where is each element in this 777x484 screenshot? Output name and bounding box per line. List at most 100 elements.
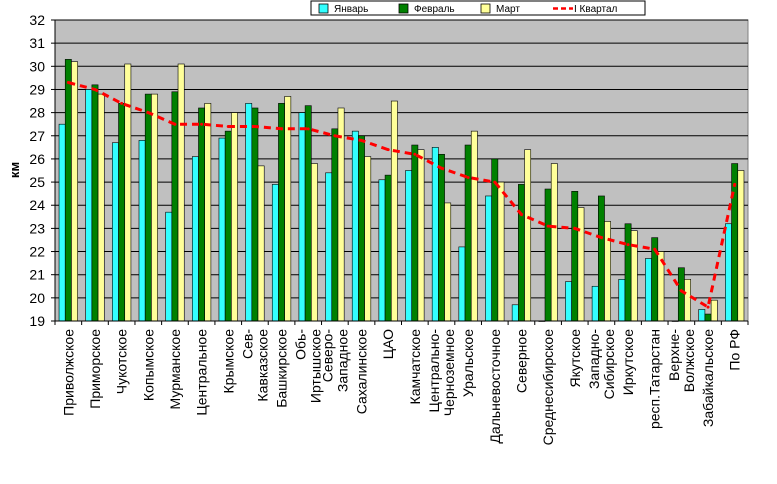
line-point-15 <box>439 166 443 170</box>
line-point-23 <box>653 247 657 251</box>
bar-1-4 <box>138 140 146 322</box>
gridlines <box>55 19 748 322</box>
bar-1-9 <box>271 184 279 322</box>
line-point-17 <box>493 180 497 184</box>
bar-1-18 <box>511 304 519 322</box>
bar-2-21 <box>598 195 605 322</box>
bar-1-7 <box>218 137 226 322</box>
bar-1-5 <box>165 211 173 322</box>
category-label: Верхне- <box>666 329 682 381</box>
bar-3-7 <box>231 112 238 322</box>
line-point-1 <box>66 81 70 85</box>
category-label: Обь- <box>293 329 309 360</box>
line-point-20 <box>573 226 577 230</box>
category-label: Якутское <box>567 329 583 388</box>
bar-2-1 <box>64 59 72 322</box>
quarter-line <box>66 81 737 310</box>
bar-2-4 <box>144 93 152 322</box>
bar-2-19 <box>544 188 552 322</box>
category-label: Центрально- <box>426 329 442 413</box>
y-tick-labels: 19 20 21 22 23 24 25 26 27 28 29 30 31 32 <box>29 12 55 329</box>
bar-2-10 <box>304 105 312 322</box>
category-label: Приволжское <box>60 329 76 416</box>
bar-3-1 <box>71 61 78 322</box>
bar-3-2 <box>97 93 105 322</box>
bar-3-12 <box>364 156 372 322</box>
category-label: Приморское <box>87 329 103 409</box>
category-label: ЦАО <box>380 329 396 359</box>
bar-2-26 <box>731 163 739 322</box>
legend-label: Март <box>496 4 520 15</box>
bar-2-25 <box>704 313 712 322</box>
bar-3-3 <box>124 63 132 322</box>
bar-1-14 <box>405 170 413 322</box>
line-point-12 <box>360 138 364 142</box>
plot-area <box>54 19 749 322</box>
category-label: Черноземное <box>441 329 457 416</box>
line-point-25 <box>706 305 710 309</box>
legend-label: Январь <box>334 4 368 15</box>
line-point-13 <box>386 148 390 152</box>
legend-label: I Квартал <box>574 4 618 15</box>
bar-3-17 <box>497 181 505 322</box>
axes <box>54 20 749 325</box>
category-label: Кавказское <box>254 329 270 402</box>
bars <box>58 59 745 322</box>
bar-1-12 <box>351 130 359 322</box>
bar-2-22 <box>624 223 632 322</box>
bar-2-2 <box>91 84 99 322</box>
legend-swatch <box>318 3 329 14</box>
bar-1-15 <box>431 147 439 322</box>
category-label: Башкирское <box>274 329 290 408</box>
category-label: Копымское <box>140 329 156 401</box>
bar-1-2 <box>85 89 93 322</box>
line-point-26 <box>733 182 737 186</box>
bar-2-8 <box>251 107 259 322</box>
legend-label: Февраль <box>414 4 455 15</box>
bar-3-24 <box>684 279 691 322</box>
y-tick-label: 27 <box>29 128 45 144</box>
bar-3-4 <box>151 93 158 322</box>
bar-1-6 <box>191 156 199 322</box>
line-quarter-path <box>67 81 737 310</box>
line-point-22 <box>626 243 630 247</box>
line-point-14 <box>413 152 417 156</box>
bar-3-11 <box>337 107 345 322</box>
category-label: респ.Татарстан <box>647 329 663 429</box>
y-tick-label: 22 <box>29 244 45 260</box>
bar-3-18 <box>524 149 532 322</box>
bar-1-26 <box>725 223 732 322</box>
category-label: Иркутское <box>620 329 636 395</box>
bar-1-13 <box>378 179 386 322</box>
category-label: Сибирское <box>601 329 617 400</box>
bar-1-23 <box>645 258 652 322</box>
bar-1-10 <box>298 112 306 322</box>
y-tick-label: 26 <box>29 151 45 167</box>
category-label: Уральское <box>460 329 476 397</box>
bar-3-10 <box>311 163 318 322</box>
bar-2-16 <box>464 144 472 322</box>
category-label: Чукотское <box>114 329 130 394</box>
bar-1-22 <box>618 279 626 322</box>
line-point-3 <box>120 101 124 105</box>
bar-1-25 <box>698 309 706 322</box>
bar-2-6 <box>198 107 205 322</box>
y-tick-label: 29 <box>29 81 45 97</box>
legend-box <box>310 0 646 16</box>
line-point-11 <box>333 134 337 138</box>
bar-3-19 <box>550 163 558 322</box>
bar-2-13 <box>384 174 392 322</box>
line-point-9 <box>280 127 284 131</box>
y-tick-label: 30 <box>29 58 45 74</box>
legend-swatch <box>398 3 409 14</box>
bar-3-8 <box>257 165 265 322</box>
legend-swatch <box>480 3 491 14</box>
category-label: Северо- <box>319 329 335 383</box>
line-point-4 <box>146 111 150 115</box>
bar-2-11 <box>331 128 339 322</box>
bar-3-5 <box>177 63 185 322</box>
category-label: Западно- <box>586 329 602 389</box>
bar-1-17 <box>485 195 492 322</box>
